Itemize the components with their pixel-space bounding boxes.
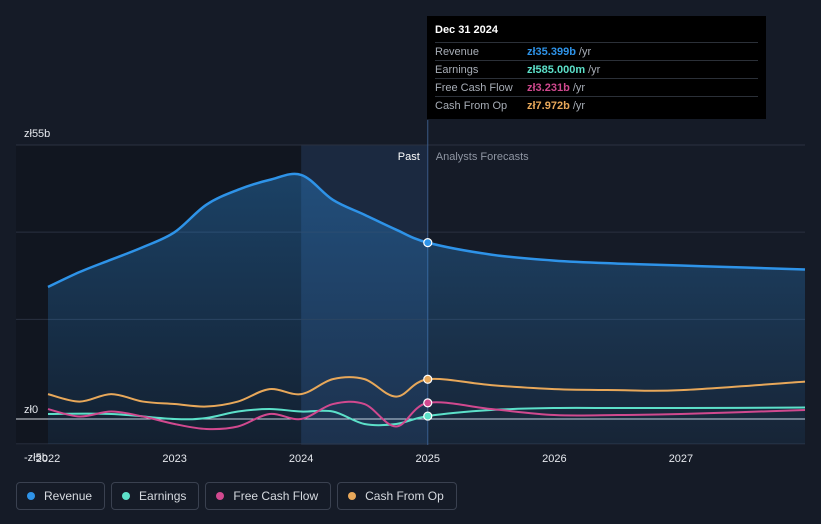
- x-tick-label: 2025: [416, 453, 440, 465]
- tooltip-value: zł35.399b: [527, 45, 576, 58]
- earnings-line: [47, 406, 806, 427]
- x-tick-label: 2027: [669, 453, 693, 465]
- earnings-marker: [423, 411, 433, 421]
- legend-label: Free Cash Flow: [233, 489, 319, 503]
- x-tick-label: 2024: [289, 453, 313, 465]
- tooltip-unit: /yr: [572, 99, 586, 112]
- legend-label: Earnings: [139, 489, 187, 503]
- legend-item-free-cash-flow[interactable]: Free Cash Flow: [205, 482, 332, 510]
- tooltip-label: Free Cash Flow: [435, 81, 513, 94]
- legend-item-earnings[interactable]: Earnings: [111, 482, 200, 510]
- tooltip-unit: /yr: [588, 63, 601, 76]
- tooltip-row-earnings: Earnings zł585.000m /yr: [435, 60, 758, 78]
- tooltip-label: Earnings: [435, 63, 479, 76]
- tooltip-label: Revenue: [435, 45, 480, 58]
- x-tick-label: 2026: [542, 453, 566, 465]
- tooltip-date: Dec 31 2024: [435, 24, 498, 36]
- chart-legend: Revenue Earnings Free Cash Flow Cash Fro…: [16, 482, 457, 510]
- revenue-line: [47, 172, 806, 289]
- tooltip-unit: /yr: [572, 81, 586, 94]
- tooltip-value: zł3.231b: [527, 81, 570, 94]
- past-label: Past: [398, 151, 420, 163]
- tooltip-row-fcf: Free Cash Flow zł3.231b /yr: [435, 78, 758, 96]
- legend-label: Cash From Op: [365, 489, 444, 503]
- revenue-marker: [423, 238, 433, 248]
- tooltip-row-revenue: Revenue zł35.399b /yr: [435, 42, 758, 60]
- cash-from-op-dot-icon: [348, 492, 357, 500]
- legend-item-revenue[interactable]: Revenue: [16, 482, 106, 510]
- legend-label: Revenue: [44, 489, 93, 503]
- x-tick-label: 2023: [162, 453, 186, 465]
- earnings-dot-icon: [122, 492, 131, 500]
- legend-item-cash-from-op[interactable]: Cash From Op: [337, 482, 457, 510]
- fcf-line: [47, 400, 806, 431]
- tooltip-row-cfo: Cash From Op zł7.972b /yr: [435, 96, 758, 114]
- cfo-marker: [423, 374, 433, 384]
- revenue-area: [48, 173, 805, 444]
- y-tick-label: zł55b: [24, 128, 50, 140]
- y-tick-label: -zł5b: [24, 452, 48, 464]
- tooltip-unit: /yr: [578, 45, 592, 58]
- tooltip-value: zł585.000m: [527, 63, 586, 76]
- tooltip-label: Cash From Op: [435, 99, 508, 112]
- free-cash-flow-dot-icon: [216, 492, 225, 500]
- revenue-dot-icon: [27, 492, 35, 500]
- forecast-label: Analysts Forecasts: [436, 151, 529, 163]
- x-tick-label: 2022: [36, 453, 60, 465]
- y-tick-label: zł0: [24, 404, 38, 416]
- fcf-marker: [423, 398, 433, 408]
- hover-tooltip: Dec 31 2024 Revenue zł35.399b /yr Earnin…: [427, 16, 766, 119]
- cfo-line: [47, 376, 806, 408]
- tooltip-value: zł7.972b: [527, 99, 570, 112]
